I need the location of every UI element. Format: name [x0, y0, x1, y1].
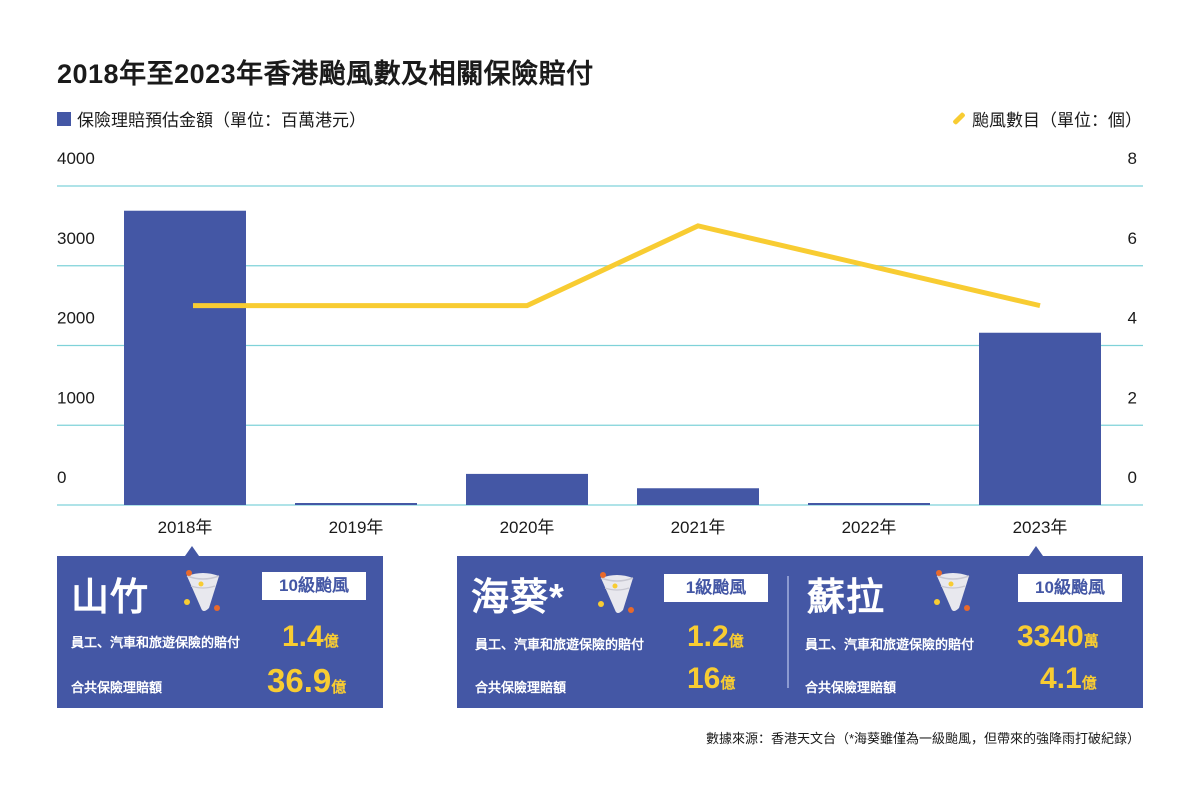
x-axis-tick-label: 2023年 — [1013, 518, 1068, 537]
bar — [466, 473, 588, 505]
typhoon-count-line — [193, 223, 1041, 309]
row1-value: 1.4億 — [282, 620, 339, 654]
right-axis-tick-label: 8 — [1128, 149, 1137, 168]
row1-number: 1.2 — [687, 620, 729, 653]
row2-value: 4.1億 — [1040, 662, 1097, 696]
right-axis-tick-label: 2 — [1128, 388, 1137, 407]
square-swatch-icon — [57, 111, 71, 126]
row2-number: 4.1 — [1040, 662, 1082, 695]
row1-unit: 萬 — [1083, 633, 1099, 650]
row2-unit: 億 — [720, 675, 736, 692]
row1-label: 員工、汽車和旅遊保險的賠付 — [71, 635, 241, 650]
chart-title: 2018年至2023年香港颱風數及相關保險賠付 — [57, 59, 594, 89]
x-axis-tick-label: 2018年 — [158, 518, 213, 537]
row2-number: 36.9 — [267, 662, 332, 699]
row1-label: 員工、汽車和旅遊保險的賠付 — [805, 637, 975, 652]
bar — [637, 488, 759, 505]
legend-bars-label: 保險理賠預估金額（單位：百萬港元） — [77, 111, 366, 130]
source-note: 數據來源：香港天文台（*海葵雖僅為一級颱風，但帶來的強降雨打破紀錄） — [705, 731, 1140, 746]
legend-line-label: 颱風數目（單位：個） — [972, 111, 1142, 130]
bar — [979, 332, 1101, 505]
left-axis-tick-label: 2000 — [57, 309, 95, 328]
x-axis-tick-label: 2019年 — [329, 518, 384, 537]
typhoon-icon — [934, 570, 970, 611]
typhoon-card-group: 海葵* 1級颱風 員工、汽車和旅遊保險的賠付 1.2億 合共保險理賠額 16億 … — [457, 546, 1143, 708]
row2-unit: 億 — [1081, 675, 1097, 692]
typhoon-icon — [598, 572, 634, 613]
row1-unit: 億 — [323, 633, 339, 650]
card-pointer — [1029, 546, 1043, 556]
left-axis-tick-label: 0 — [57, 468, 66, 487]
bar — [808, 503, 930, 505]
row2-number: 16 — [687, 662, 721, 695]
x-axis-tick-label: 2021年 — [671, 518, 726, 537]
left-axis-tick-label: 3000 — [57, 229, 95, 248]
right-axis-tick-label: 6 — [1128, 229, 1137, 248]
row1-value: 3340萬 — [1017, 620, 1099, 654]
row2-value: 36.9億 — [267, 662, 346, 700]
row1-unit: 億 — [728, 633, 744, 650]
legend-bars: 保險理賠預估金額（單位：百萬港元） — [57, 106, 366, 131]
row2-unit: 億 — [331, 679, 347, 696]
legend-line: 颱風數目（單位：個） — [952, 106, 1142, 131]
bar — [295, 503, 417, 505]
x-axis-tick-label: 2020年 — [500, 518, 555, 537]
row2-label: 合共保險理賠額 — [475, 680, 567, 695]
typhoon-name: 山竹 — [71, 577, 150, 619]
typhoon-card-mangkhut: 山竹 10級颱風 員工、汽車和旅遊保險的賠付 1.4億 合共保險理賠額 36.9… — [57, 546, 383, 708]
right-axis-tick-label: 4 — [1128, 309, 1137, 328]
row1-label: 員工、汽車和旅遊保險的賠付 — [475, 637, 645, 652]
row1-number: 1.4 — [282, 620, 324, 653]
right-axis-tick-label: 0 — [1128, 468, 1137, 487]
row2-label: 合共保險理賠額 — [805, 680, 897, 695]
typhoon-signal-badge: 10級颱風 — [262, 572, 366, 600]
typhoon-signal-badge: 10級颱風 — [1018, 574, 1122, 602]
typhoon-signal-badge: 1級颱風 — [664, 574, 768, 602]
line-swatch-icon — [952, 111, 966, 126]
card-pointer — [185, 546, 199, 556]
typhoon-name: 蘇拉 — [807, 577, 886, 619]
combo-chart: 0 1000 2000 3000 4000 0 2 4 6 8 2018年 2019年 2020年 202… — [57, 149, 1143, 537]
x-axis-tick-label: 2022年 — [842, 518, 897, 537]
left-axis-tick-label: 4000 — [57, 149, 95, 168]
row1-value: 1.2億 — [687, 620, 744, 654]
row2-value: 16億 — [687, 662, 735, 696]
row1-number: 3340 — [1017, 620, 1084, 653]
card-divider — [787, 576, 789, 688]
typhoon-name: 海葵* — [471, 577, 565, 619]
typhoon-icon — [184, 570, 220, 611]
row2-label: 合共保險理賠額 — [71, 680, 163, 695]
bar — [124, 210, 246, 505]
left-axis-tick-label: 1000 — [57, 388, 95, 407]
